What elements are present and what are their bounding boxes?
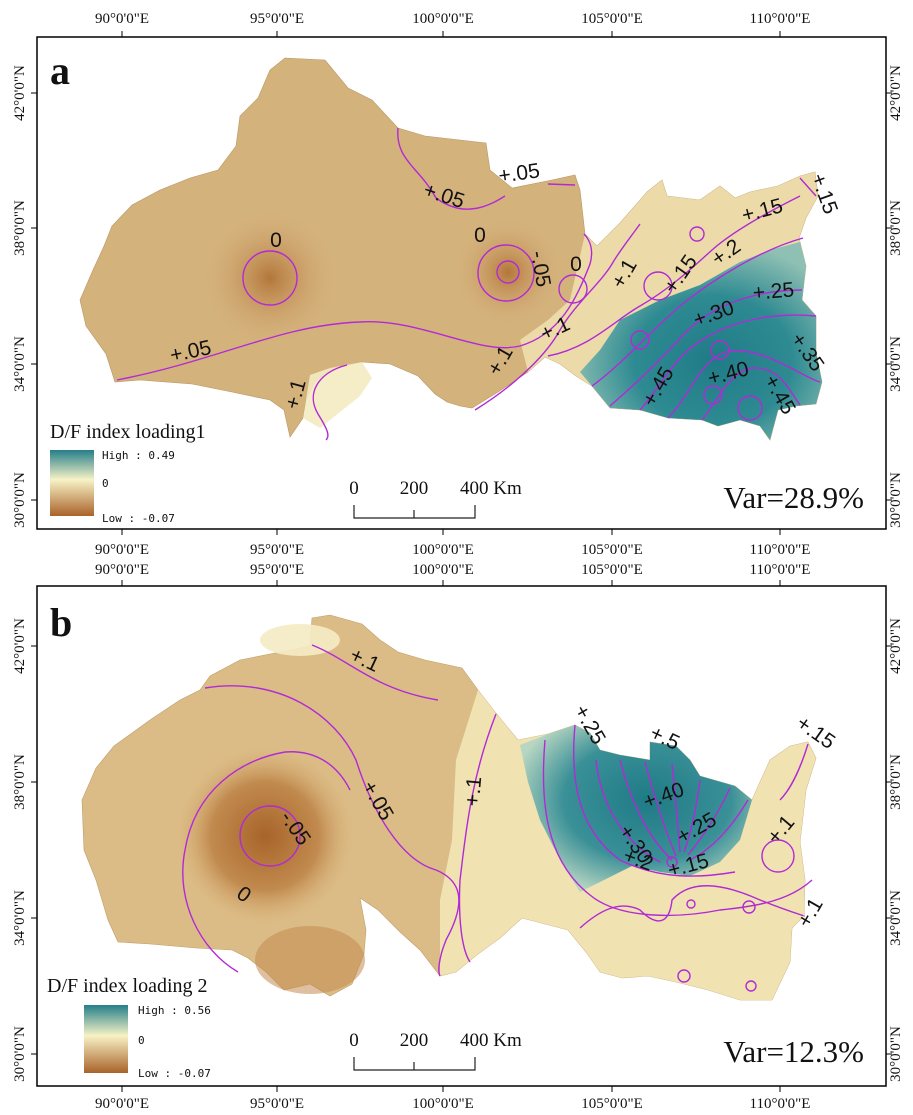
right-latitude-axis-a: 42°0'0"N 38°0'0"N 34°0'0"N 30°0'0"N bbox=[888, 65, 904, 528]
isolines-b bbox=[182, 644, 813, 992]
lat-label: 30°0'0"N bbox=[12, 472, 28, 528]
lat-label: 34°0'0"N bbox=[888, 890, 904, 946]
lon-label: 95°0'0"E bbox=[250, 11, 304, 27]
panel-letter-b: b bbox=[50, 600, 72, 645]
lat-label: 38°0'0"N bbox=[12, 754, 28, 810]
scale-label: 0 bbox=[349, 1030, 359, 1051]
left-latitude-axis-b: 42°0'0"N 38°0'0"N 34°0'0"N 30°0'0"N bbox=[12, 618, 28, 1082]
lat-label: 42°0'0"N bbox=[12, 65, 28, 121]
variance-label-b: Var=12.3% bbox=[723, 1034, 864, 1069]
legend-mid-a: 0 bbox=[102, 477, 109, 490]
panel-a: 90°0'0"E 95°0'0"E 100°0'0"E 105°0'0"E 11… bbox=[12, 11, 904, 558]
scale-label: 0 bbox=[349, 478, 359, 499]
lon-label: 90°0'0"E bbox=[95, 11, 149, 27]
contour-label: +.25 bbox=[752, 278, 795, 305]
lon-label: 100°0'0"E bbox=[412, 11, 474, 27]
contour-label: +.1 bbox=[461, 776, 487, 808]
panel-letter-a: a bbox=[50, 48, 70, 93]
region-map-a bbox=[79, 57, 823, 441]
lat-label: 38°0'0"N bbox=[888, 754, 904, 810]
scale-label: 400 Km bbox=[460, 478, 522, 499]
lat-label: 42°0'0"N bbox=[12, 618, 28, 674]
legend-low-b: Low : -0.07 bbox=[138, 1067, 211, 1080]
lon-label: 105°0'0"E bbox=[581, 11, 643, 27]
contour-label: 0 bbox=[270, 229, 282, 252]
scale-bar-a: 0 200 400 Km bbox=[349, 478, 522, 519]
scale-bar-b: 0 200 400 Km bbox=[349, 1030, 522, 1071]
lon-label: 110°0'0"E bbox=[750, 542, 811, 558]
legend-title-a: D/F index loading1 bbox=[50, 421, 206, 443]
bottom-longitude-axis-b: 90°0'0"E 95°0'0"E 100°0'0"E 105°0'0"E 11… bbox=[95, 1096, 810, 1112]
lat-label: 30°0'0"N bbox=[888, 472, 904, 528]
lat-label: 34°0'0"N bbox=[12, 890, 28, 946]
legend-low-a: Low : -0.07 bbox=[102, 512, 175, 525]
top-longitude-axis-b: 90°0'0"E 95°0'0"E 100°0'0"E 105°0'0"E 11… bbox=[95, 562, 810, 578]
legend-mid-b: 0 bbox=[138, 1034, 145, 1047]
legend-high-b: High : 0.56 bbox=[138, 1004, 211, 1017]
legend-b: D/F index loading 2 High : 0.56 0 Low : … bbox=[47, 975, 211, 1080]
lon-label: 105°0'0"E bbox=[581, 1096, 643, 1112]
low-zone bbox=[200, 208, 340, 348]
legend-color-ramp-b bbox=[84, 1005, 128, 1073]
isolines-a bbox=[116, 127, 821, 441]
lat-label: 30°0'0"N bbox=[888, 1026, 904, 1082]
lon-label: 110°0'0"E bbox=[750, 11, 811, 27]
variance-label-a: Var=28.9% bbox=[723, 480, 864, 515]
low-zone bbox=[453, 217, 563, 327]
lat-label: 34°0'0"N bbox=[12, 336, 28, 392]
bottom-longitude-axis-a: 90°0'0"E 95°0'0"E 100°0'0"E 105°0'0"E 11… bbox=[95, 542, 810, 558]
lon-label: 110°0'0"E bbox=[750, 1096, 811, 1112]
contour-label: 0 bbox=[474, 224, 486, 247]
legend-a: D/F index loading1 High : 0.49 0 Low : -… bbox=[50, 421, 206, 525]
scale-label: 200 bbox=[400, 478, 429, 499]
lon-label: 105°0'0"E bbox=[581, 542, 643, 558]
lon-label: 105°0'0"E bbox=[581, 562, 643, 578]
left-latitude-axis-a: 42°0'0"N 38°0'0"N 34°0'0"N 30°0'0"N bbox=[12, 65, 28, 528]
lon-label: 95°0'0"E bbox=[250, 542, 304, 558]
contour-label: +.05 bbox=[497, 159, 541, 188]
lat-label: 34°0'0"N bbox=[888, 336, 904, 392]
lon-label: 100°0'0"E bbox=[412, 562, 474, 578]
scale-label: 200 bbox=[400, 1030, 429, 1051]
lat-label: 42°0'0"N bbox=[888, 618, 904, 674]
contour-label: 0 bbox=[570, 253, 582, 276]
light-band-a2 bbox=[303, 362, 372, 428]
lat-label: 38°0'0"N bbox=[12, 200, 28, 256]
low-zone bbox=[175, 746, 355, 926]
lat-label: 38°0'0"N bbox=[888, 200, 904, 256]
scale-label: 400 Km bbox=[460, 1030, 522, 1051]
legend-high-a: High : 0.49 bbox=[102, 449, 175, 462]
lon-label: 90°0'0"E bbox=[95, 562, 149, 578]
legend-title-b: D/F index loading 2 bbox=[47, 975, 208, 997]
top-longitude-axis-a: 90°0'0"E 95°0'0"E 100°0'0"E 105°0'0"E 11… bbox=[95, 11, 810, 27]
right-latitude-axis-b: 42°0'0"N 38°0'0"N 34°0'0"N 30°0'0"N bbox=[888, 618, 904, 1082]
lat-label: 42°0'0"N bbox=[888, 65, 904, 121]
lon-label: 110°0'0"E bbox=[750, 562, 811, 578]
lon-label: 100°0'0"E bbox=[412, 1096, 474, 1112]
lon-label: 100°0'0"E bbox=[412, 542, 474, 558]
lon-label: 90°0'0"E bbox=[95, 542, 149, 558]
lon-label: 90°0'0"E bbox=[95, 1096, 149, 1112]
panel-b: 90°0'0"E 95°0'0"E 100°0'0"E 105°0'0"E 11… bbox=[12, 562, 904, 1112]
lon-label: 95°0'0"E bbox=[250, 1096, 304, 1112]
lon-label: 95°0'0"E bbox=[250, 562, 304, 578]
legend-color-ramp-a bbox=[50, 450, 94, 516]
lat-label: 30°0'0"N bbox=[12, 1026, 28, 1082]
